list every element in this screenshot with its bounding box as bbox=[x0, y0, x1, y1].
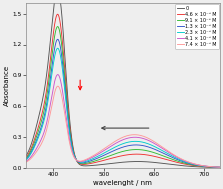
Line: 9.1 × 10⁻⁵ M: 9.1 × 10⁻⁵ M bbox=[26, 27, 219, 167]
Line: 1.3 × 10⁻⁵ M: 1.3 × 10⁻⁵ M bbox=[26, 39, 219, 167]
0 bbox=[25, 155, 27, 157]
0 bbox=[218, 166, 221, 169]
Line: 0: 0 bbox=[26, 0, 219, 167]
1.3 × 10⁻⁵ M bbox=[171, 156, 173, 158]
9.1 × 10⁻⁵ M bbox=[25, 158, 27, 160]
0 bbox=[59, 0, 62, 2]
4.6 × 10⁻⁵ M bbox=[56, 13, 59, 15]
4.1 × 10⁻⁵ M bbox=[74, 158, 77, 161]
4.1 × 10⁻⁵ M bbox=[59, 79, 62, 81]
4.6 × 10⁻⁵ M bbox=[112, 156, 115, 159]
2.3 × 10⁻⁵ M bbox=[25, 159, 27, 161]
Legend: 0, 4.6 × 10⁻⁵ M, 9.1 × 10⁻⁵ M, 1.3 × 10⁻⁵ M, 2.3 × 10⁻⁵ M, 4.1 × 10⁻⁵ M, 7.4 × 1: 0, 4.6 × 10⁻⁵ M, 9.1 × 10⁻⁵ M, 1.3 × 10⁻… bbox=[175, 5, 219, 49]
Line: 7.4 × 10⁻⁵ M: 7.4 × 10⁻⁵ M bbox=[26, 86, 219, 167]
4.6 × 10⁻⁵ M bbox=[25, 156, 27, 159]
Line: 4.1 × 10⁻⁵ M: 4.1 × 10⁻⁵ M bbox=[26, 75, 219, 167]
2.3 × 10⁻⁵ M bbox=[218, 166, 221, 168]
4.6 × 10⁻⁵ M bbox=[218, 166, 221, 168]
2.3 × 10⁻⁵ M bbox=[171, 155, 173, 157]
4.1 × 10⁻⁵ M bbox=[218, 166, 221, 168]
2.3 × 10⁻⁵ M bbox=[139, 141, 142, 143]
4.6 × 10⁻⁵ M bbox=[74, 158, 77, 160]
1.3 × 10⁻⁵ M bbox=[112, 149, 115, 152]
4.1 × 10⁻⁵ M bbox=[112, 143, 115, 146]
4.1 × 10⁻⁵ M bbox=[139, 137, 142, 139]
7.4 × 10⁻⁵ M bbox=[25, 161, 27, 163]
0 bbox=[171, 163, 173, 166]
4.6 × 10⁻⁵ M bbox=[171, 160, 173, 162]
1.3 × 10⁻⁵ M bbox=[154, 149, 157, 151]
4.1 × 10⁻⁵ M bbox=[154, 143, 157, 145]
9.1 × 10⁻⁵ M bbox=[59, 34, 62, 36]
0 bbox=[74, 158, 77, 160]
7.4 × 10⁻⁵ M bbox=[154, 141, 157, 144]
4.1 × 10⁻⁵ M bbox=[171, 153, 173, 156]
2.3 × 10⁻⁵ M bbox=[56, 47, 59, 49]
7.4 × 10⁻⁵ M bbox=[171, 153, 173, 155]
Line: 4.6 × 10⁻⁵ M: 4.6 × 10⁻⁵ M bbox=[26, 14, 219, 167]
Y-axis label: Absorbance: Absorbance bbox=[4, 65, 9, 106]
X-axis label: wavelenght / nm: wavelenght / nm bbox=[93, 180, 152, 186]
Line: 2.3 × 10⁻⁵ M: 2.3 × 10⁻⁵ M bbox=[26, 48, 219, 167]
2.3 × 10⁻⁵ M bbox=[59, 54, 62, 57]
2.3 × 10⁻⁵ M bbox=[154, 146, 157, 148]
2.3 × 10⁻⁵ M bbox=[74, 158, 77, 160]
7.4 × 10⁻⁵ M bbox=[139, 134, 142, 136]
1.3 × 10⁻⁵ M bbox=[25, 159, 27, 161]
7.4 × 10⁻⁵ M bbox=[74, 159, 77, 161]
7.4 × 10⁻⁵ M bbox=[112, 141, 115, 143]
4.1 × 10⁻⁵ M bbox=[25, 160, 27, 163]
9.1 × 10⁻⁵ M bbox=[171, 158, 173, 160]
1.3 × 10⁻⁵ M bbox=[139, 144, 142, 146]
4.6 × 10⁻⁵ M bbox=[139, 153, 142, 155]
7.4 × 10⁻⁵ M bbox=[56, 85, 59, 87]
0 bbox=[154, 161, 157, 164]
0 bbox=[139, 160, 142, 163]
9.1 × 10⁻⁵ M bbox=[154, 152, 157, 154]
9.1 × 10⁻⁵ M bbox=[139, 149, 142, 151]
1.3 × 10⁻⁵ M bbox=[59, 46, 62, 48]
4.6 × 10⁻⁵ M bbox=[59, 23, 62, 25]
4.1 × 10⁻⁵ M bbox=[56, 74, 59, 76]
1.3 × 10⁻⁵ M bbox=[56, 38, 59, 40]
2.3 × 10⁻⁵ M bbox=[112, 147, 115, 149]
0 bbox=[112, 162, 115, 164]
9.1 × 10⁻⁵ M bbox=[218, 166, 221, 168]
7.4 × 10⁻⁵ M bbox=[218, 166, 221, 168]
1.3 × 10⁻⁵ M bbox=[74, 158, 77, 160]
1.3 × 10⁻⁵ M bbox=[218, 166, 221, 168]
7.4 × 10⁻⁵ M bbox=[59, 90, 62, 92]
9.1 × 10⁻⁵ M bbox=[112, 153, 115, 155]
9.1 × 10⁻⁵ M bbox=[74, 158, 77, 160]
9.1 × 10⁻⁵ M bbox=[56, 26, 59, 28]
4.6 × 10⁻⁵ M bbox=[154, 156, 157, 158]
